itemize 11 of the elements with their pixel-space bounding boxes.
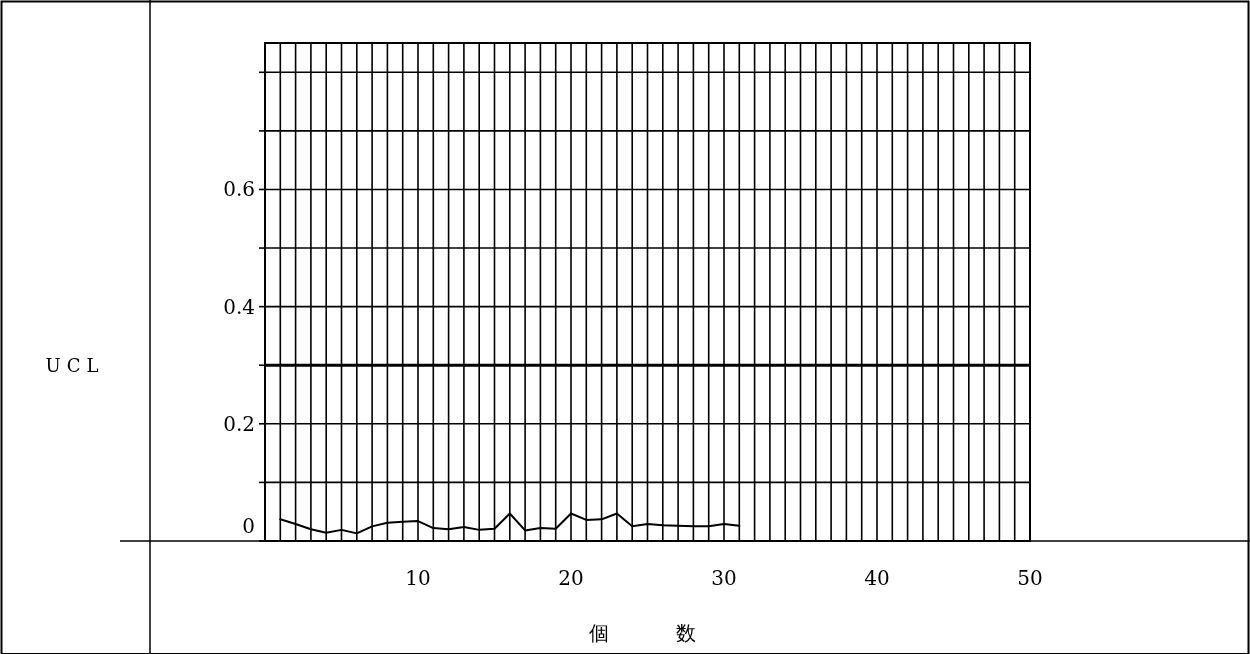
y-tick-label: 0.4 [223,294,255,319]
x-axis-title: 個 数 [589,621,726,645]
y-tick-label: 0.6 [223,177,255,202]
x-tick-label: 50 [1017,566,1043,590]
x-tick-label: 30 [711,566,737,590]
x-tick-label: 10 [405,566,431,590]
ref-line-label: UCL [45,355,105,377]
x-tick-label: 20 [558,566,584,590]
y-tick-label: 0 [242,514,255,538]
y-tick-label: 0.2 [223,411,255,436]
x-tick-label: 40 [864,566,890,590]
